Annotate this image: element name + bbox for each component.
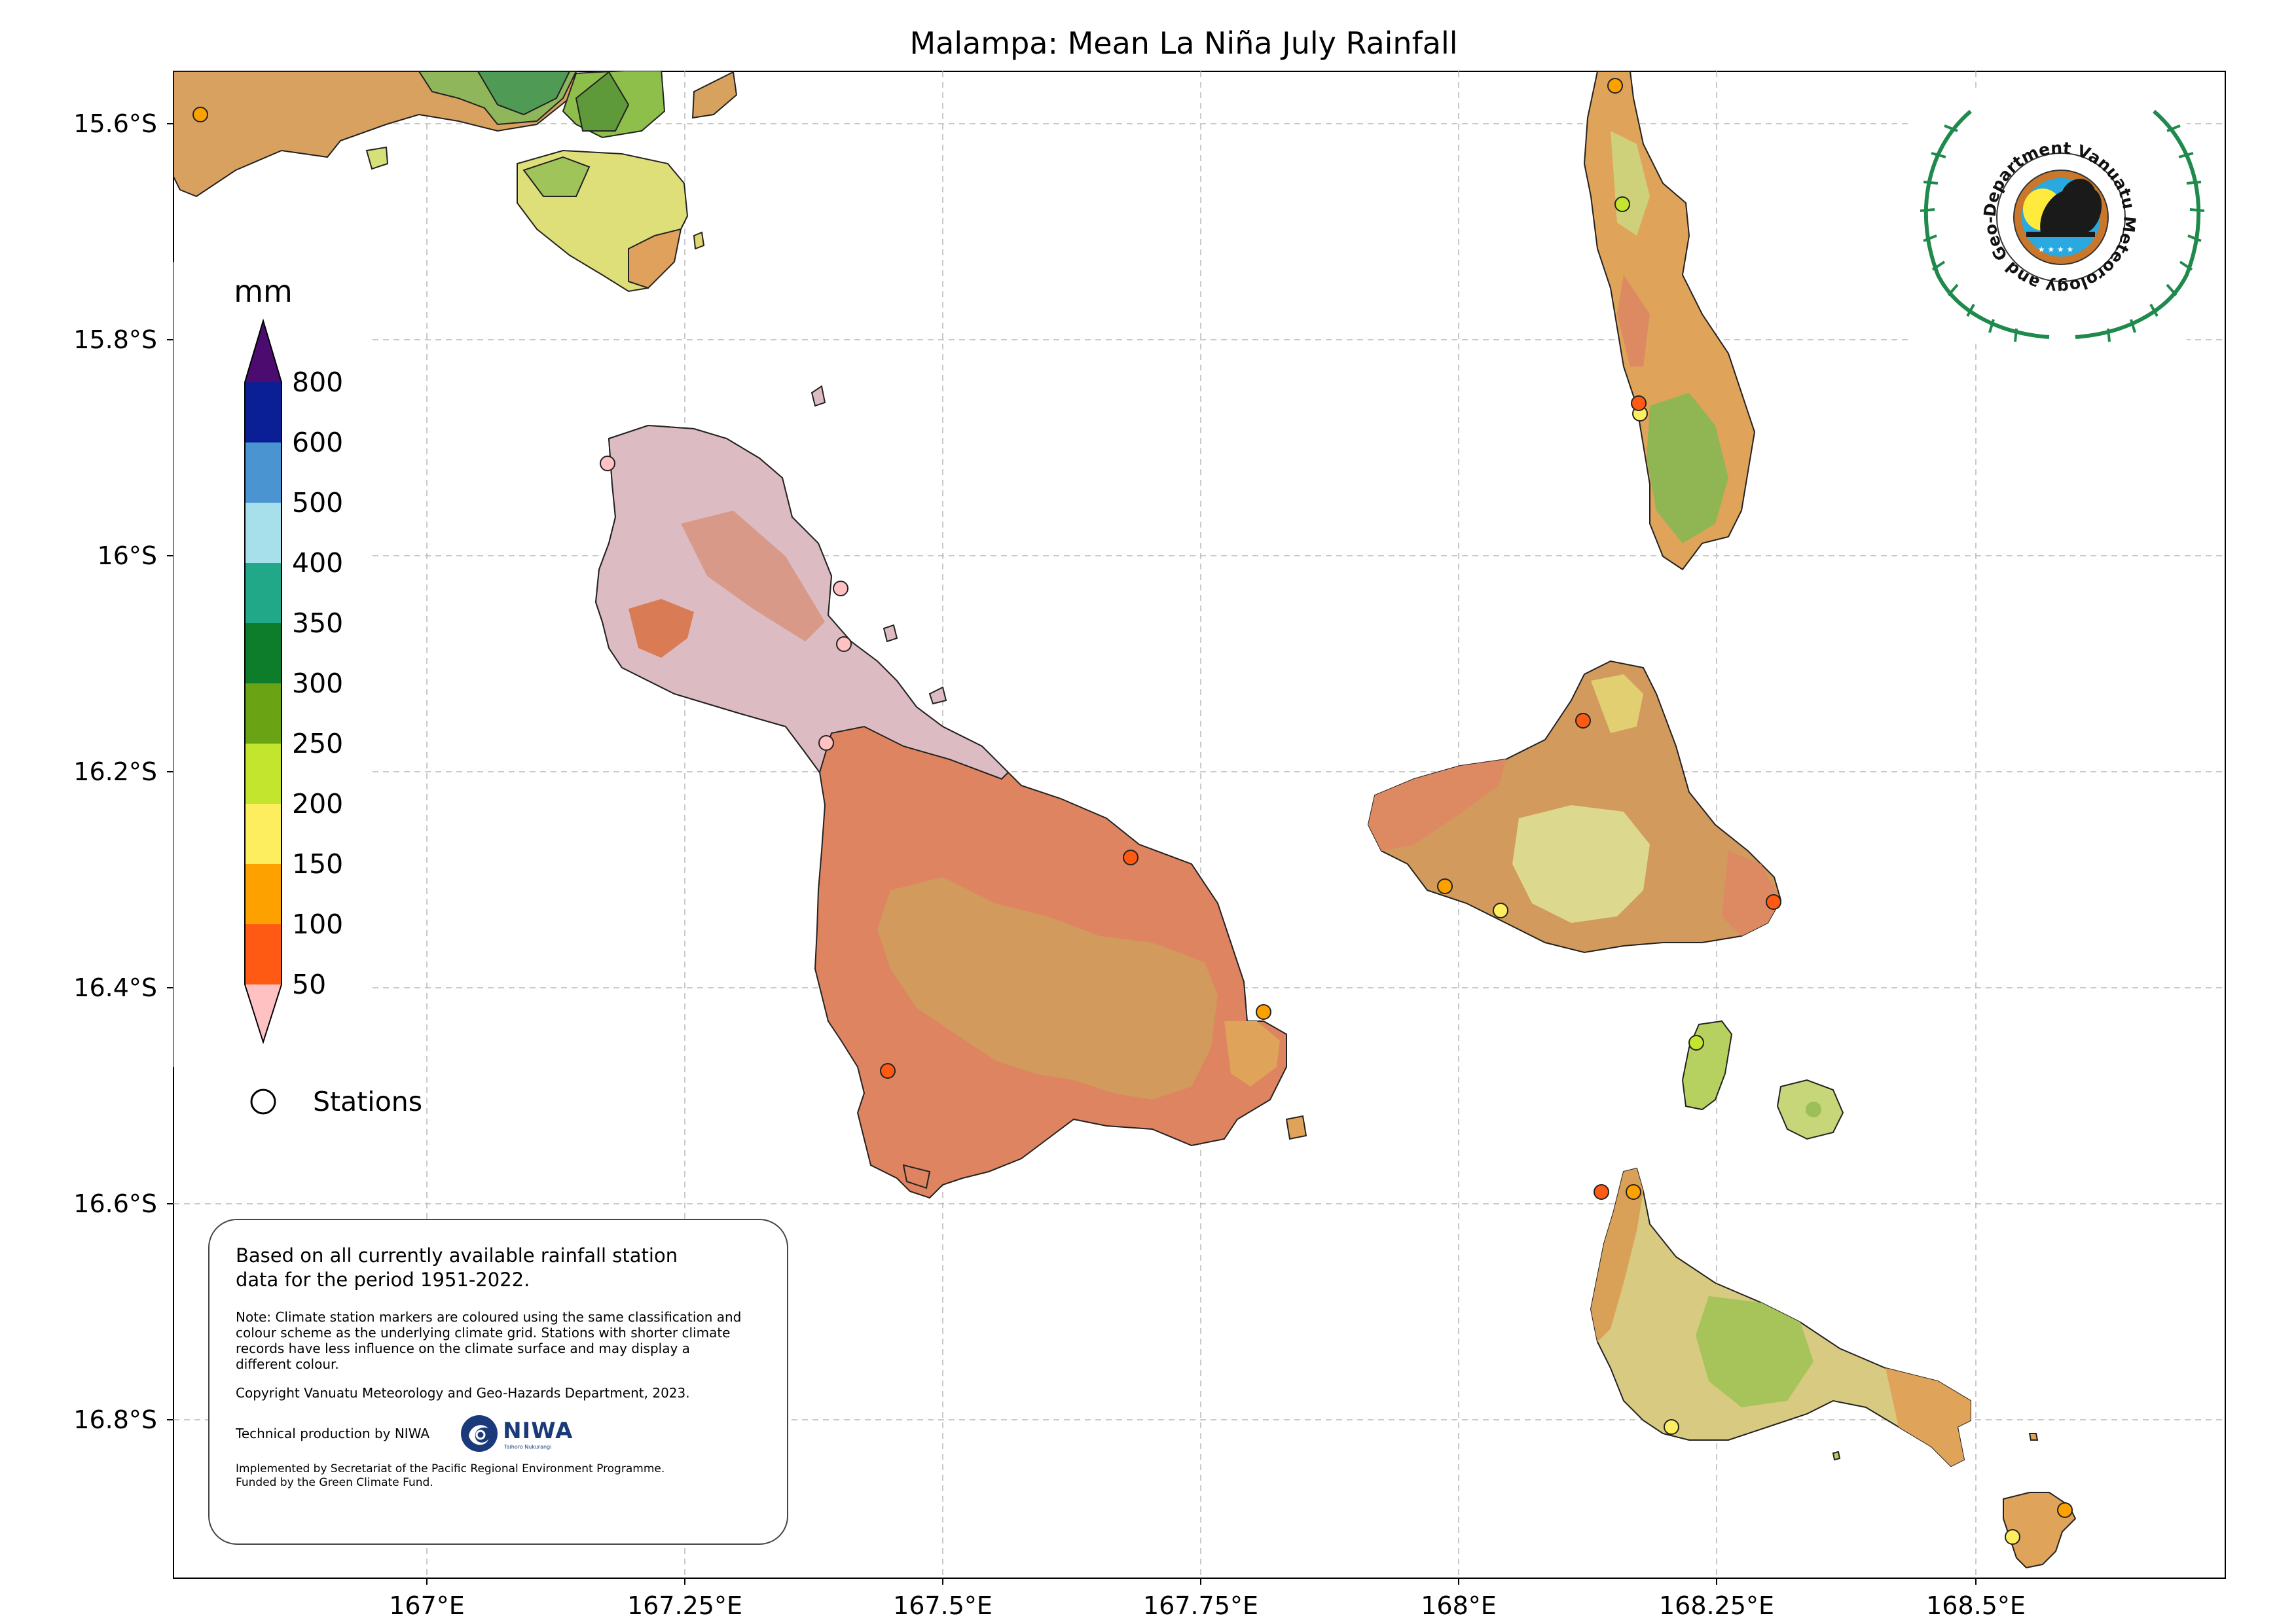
colorbar-segment <box>245 804 282 864</box>
laurel-wreath-icon <box>1920 109 2205 342</box>
stations-legend-label: Stations <box>313 1086 422 1117</box>
niwa-logo-text: NIWA <box>503 1417 574 1444</box>
station-marker <box>192 107 208 122</box>
axis-ticks <box>167 123 1977 1585</box>
info-copyright: Copyright Vanuatu Meteorology and Geo-Ha… <box>236 1385 690 1401</box>
colorbar-label: 200 <box>292 788 343 820</box>
longitude-labels: 167°E 167.25°E 167.5°E 167.75°E 168°E 16… <box>389 1591 2026 1620</box>
lon-tick-label: 168°E <box>1421 1591 1497 1620</box>
info-technical: Technical production by NIWA <box>236 1426 430 1441</box>
station-marker <box>1594 1184 1609 1200</box>
station-marker <box>1256 1004 1271 1020</box>
colorbar-segment <box>245 744 282 804</box>
station-marker <box>1766 894 1781 910</box>
niwa-swirl-icon <box>461 1415 498 1452</box>
colorbar-label: 300 <box>292 668 343 699</box>
station-marker <box>1123 850 1139 865</box>
station-marker <box>1664 1419 1679 1435</box>
lon-tick-label: 167°E <box>389 1591 465 1620</box>
svg-text:★ ★ ★ ★: ★ ★ ★ ★ <box>2038 245 2073 254</box>
colorbar-unit: mm <box>234 274 293 309</box>
colorbar-label: 100 <box>292 909 343 940</box>
island-malekula <box>594 385 1307 1199</box>
colorbar-label: 250 <box>292 728 343 759</box>
colorbar-legend: mm 800 600 500 400 350 300 250 200 150 <box>173 262 422 1117</box>
map-title: Malampa: Mean La Niña July Rainfall <box>909 26 1457 61</box>
colorbar-segment <box>245 623 282 683</box>
station-marker <box>2057 1502 2073 1518</box>
colorbar-label: 350 <box>292 607 343 639</box>
lat-tick-label: 16°S <box>98 541 157 570</box>
lon-tick-label: 168.25°E <box>1659 1591 1774 1620</box>
latitude-labels: 15.6°S 15.8°S 16°S 16.2°S 16.4°S 16.6°S … <box>73 109 157 1434</box>
station-marker <box>1631 395 1647 411</box>
station-marker <box>1437 878 1453 894</box>
station-marker <box>1493 903 1508 918</box>
station-marker <box>1688 1035 1704 1051</box>
colorbar-segment <box>245 382 282 442</box>
colorbar-label: 800 <box>292 367 343 398</box>
lat-tick-label: 16.2°S <box>73 757 157 786</box>
gridlines <box>173 71 2225 1578</box>
colorbar-segment <box>245 924 282 984</box>
station-marker <box>833 581 848 596</box>
station-marker <box>1626 1184 1641 1200</box>
colorbar-segment <box>245 984 282 1042</box>
colorbar-label: 500 <box>292 487 343 518</box>
island-epi <box>1590 1167 1971 1468</box>
colorbar-segment <box>245 864 282 924</box>
colorbar-label: 150 <box>292 848 343 880</box>
lon-tick-label: 167.25°E <box>627 1591 742 1620</box>
station-marker <box>836 636 852 652</box>
station-marker <box>1575 713 1591 729</box>
station-marker <box>600 456 615 471</box>
info-funded-text: Funded by the Green Climate Fund. <box>236 1476 433 1489</box>
lon-tick-label: 167.75°E <box>1143 1591 1258 1620</box>
niwa-logo: NIWA Taihoro Nukurangi <box>460 1414 573 1453</box>
station-markers <box>192 78 2073 1545</box>
station-marker <box>880 1063 896 1079</box>
station-marker <box>1614 196 1630 212</box>
lat-tick-label: 16.8°S <box>73 1405 157 1434</box>
lon-tick-label: 167.5°E <box>893 1591 993 1620</box>
lat-tick-label: 15.8°S <box>73 325 157 354</box>
colorbar-segment <box>245 683 282 744</box>
info-note: Note: Climate station markers are colour… <box>236 1309 742 1372</box>
lat-tick-label: 16.6°S <box>73 1189 157 1218</box>
colorbar-label: 600 <box>292 427 343 458</box>
island-ambrym <box>1367 660 1782 954</box>
info-main-text: Based on all currently available rainfal… <box>236 1244 678 1291</box>
lon-tick-label: 168.5°E <box>1926 1591 2026 1620</box>
info-technical-row: Technical production by NIWA NIWA Taihor… <box>236 1414 761 1453</box>
info-implemented-text: Implemented by Secretariat of the Pacifi… <box>236 1462 665 1475</box>
station-marker <box>1607 78 1623 94</box>
station-marker <box>818 735 834 751</box>
colorbar-label: 400 <box>292 547 343 579</box>
info-box: Based on all currently available rainfal… <box>208 1219 788 1545</box>
colorbar-segment <box>245 442 282 503</box>
lat-tick-label: 16.4°S <box>73 973 157 1002</box>
colorbar-segment <box>245 321 282 382</box>
lat-tick-label: 15.6°S <box>73 109 157 138</box>
station-marker <box>2005 1529 2020 1545</box>
stations-legend-marker <box>250 1089 276 1115</box>
island-northwest <box>173 71 738 293</box>
colorbar-segment <box>245 563 282 623</box>
colorbar-label: 50 <box>292 969 326 1000</box>
info-implemented: Implemented by Secretariat of the Pacifi… <box>236 1462 761 1490</box>
island-lopevi <box>1776 1079 1844 1140</box>
colorbar-segment <box>245 503 282 563</box>
niwa-tagline: Taihoro Nukurangi <box>504 1443 552 1450</box>
